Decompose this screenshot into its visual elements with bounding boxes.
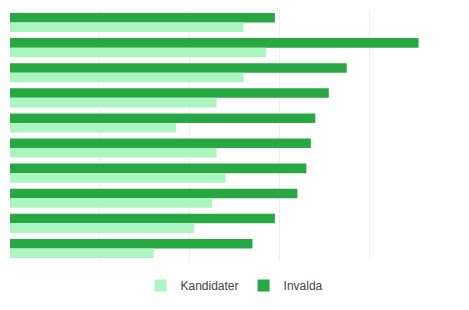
svg-text:Kandidater: Kandidater <box>181 279 239 293</box>
svg-text:Invalda: Invalda <box>284 279 323 293</box>
